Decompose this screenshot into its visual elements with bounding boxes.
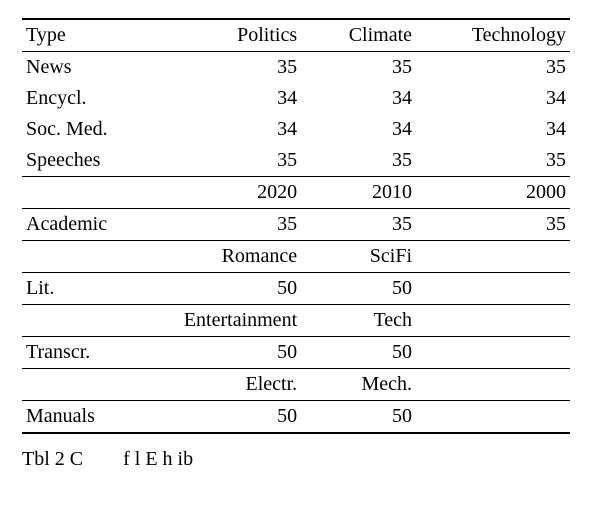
table-row: Academic 35 35 35 (22, 209, 570, 241)
header-s5-a: Electr. (145, 369, 301, 401)
header-s5-c (416, 369, 570, 401)
cell: 50 (145, 273, 301, 305)
header-empty (22, 177, 145, 209)
row-label: News (22, 52, 145, 84)
header-s1-c: Technology (416, 19, 570, 52)
header-s5-b: Mech. (301, 369, 416, 401)
header-row-section1: Type Politics Climate Technology (22, 19, 570, 52)
header-s2-a: 2020 (145, 177, 301, 209)
header-s2-c: 2000 (416, 177, 570, 209)
table-row: Soc. Med. 34 34 34 (22, 114, 570, 145)
cell: 35 (301, 145, 416, 177)
header-s2-b: 2010 (301, 177, 416, 209)
cell: 50 (301, 337, 416, 369)
table-row: News 35 35 35 (22, 52, 570, 84)
header-s4-c (416, 305, 570, 337)
caption-prefix: T (22, 448, 34, 470)
cell: 35 (416, 52, 570, 84)
table-row: Lit. 50 50 (22, 273, 570, 305)
cell: 35 (301, 52, 416, 84)
header-empty (22, 369, 145, 401)
header-s1-a: Politics (145, 19, 301, 52)
header-s3-c (416, 241, 570, 273)
cell: 34 (301, 83, 416, 114)
cell: 35 (145, 209, 301, 241)
cell: 35 (301, 209, 416, 241)
header-s1-b: Climate (301, 19, 416, 52)
row-label: Academic (22, 209, 145, 241)
cell: 34 (416, 83, 570, 114)
table-caption: Tbl 2 C f l E h ib (22, 448, 570, 471)
cell: 35 (145, 145, 301, 177)
cell: 34 (145, 114, 301, 145)
cell: 50 (145, 337, 301, 369)
cell: 50 (145, 401, 301, 434)
header-s4-a: Entertainment (145, 305, 301, 337)
cell: 50 (301, 401, 416, 434)
cell: 35 (145, 52, 301, 84)
cell: 35 (416, 209, 570, 241)
caption-middle: bl 2 C (34, 448, 83, 470)
header-row-section5: Electr. Mech. (22, 369, 570, 401)
row-label: Encycl. (22, 83, 145, 114)
table-row: Manuals 50 50 (22, 401, 570, 434)
cell (416, 337, 570, 369)
cell: 50 (301, 273, 416, 305)
row-label: Lit. (22, 273, 145, 305)
header-row-section4: Entertainment Tech (22, 305, 570, 337)
row-label: Manuals (22, 401, 145, 434)
header-empty (22, 241, 145, 273)
cell: 35 (416, 145, 570, 177)
table-row: Speeches 35 35 35 (22, 145, 570, 177)
cell: 34 (416, 114, 570, 145)
cell (416, 401, 570, 434)
cell: 34 (301, 114, 416, 145)
cell: 34 (145, 83, 301, 114)
header-s3-a: Romance (145, 241, 301, 273)
table-row: Transcr. 50 50 (22, 337, 570, 369)
header-empty (22, 305, 145, 337)
header-row-section2: 2020 2010 2000 (22, 177, 570, 209)
header-s4-b: Tech (301, 305, 416, 337)
caption-tail: f l E h ib (123, 448, 193, 470)
row-label: Soc. Med. (22, 114, 145, 145)
row-label: Transcr. (22, 337, 145, 369)
header-row-section3: Romance SciFi (22, 241, 570, 273)
table-row: Encycl. 34 34 34 (22, 83, 570, 114)
cell (416, 273, 570, 305)
data-table: Type Politics Climate Technology News 35… (22, 18, 570, 434)
row-label: Speeches (22, 145, 145, 177)
header-s3-b: SciFi (301, 241, 416, 273)
header-type: Type (22, 19, 145, 52)
